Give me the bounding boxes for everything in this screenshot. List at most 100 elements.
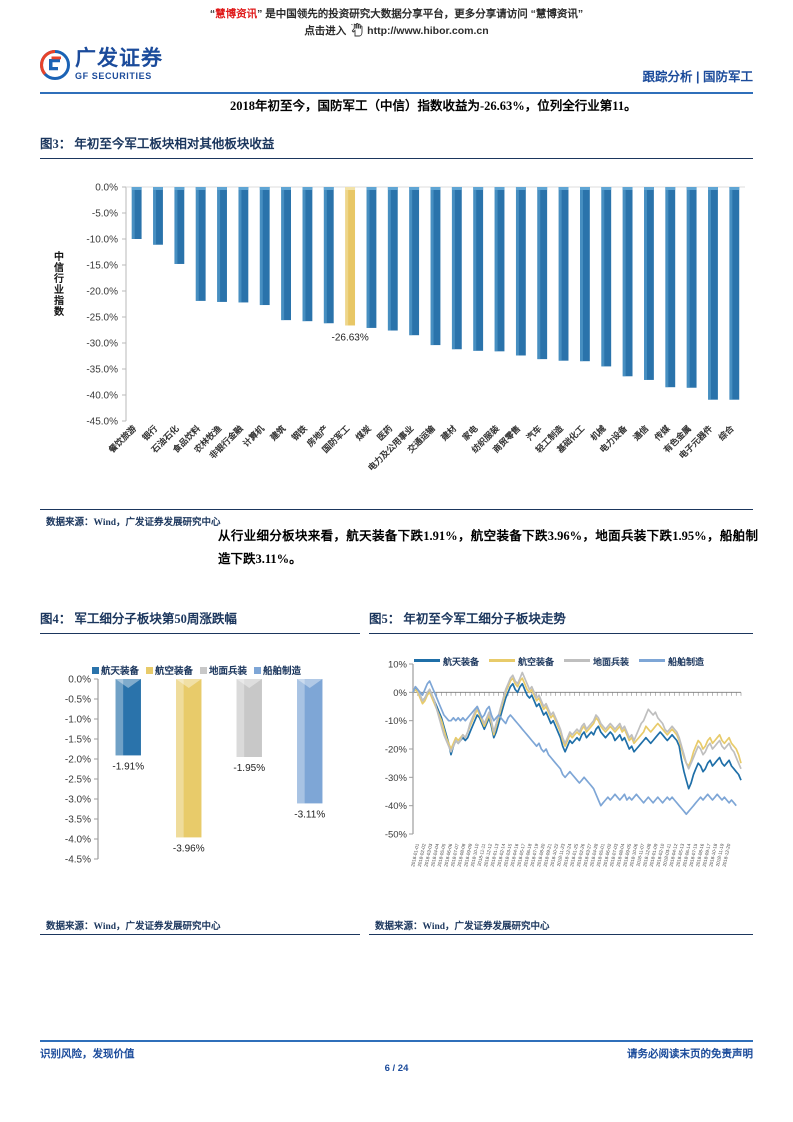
figure5-x-date-label: 2018-10-18 [708,843,718,867]
figure3-y-axis-title: 中信行业指数 [52,252,66,318]
figure5-legend-swatch [413,659,440,662]
figure4-y-tick: -4.0% [65,835,91,846]
figure5-x-date-label: 2018-07-07 [450,843,460,867]
figure5-x-date-label: 2018-04-28 [589,843,599,867]
figure5-line-chart: 10%0%-10%-20%-30%-40%-50%2018-01-012018-… [385,660,742,867]
figure4-data-label: -3.11% [294,809,325,820]
figure5-legend-label: 航空装备 [517,657,554,667]
figure3-y-axis-title-text: 中信行业指数 [54,252,64,318]
figure4-legend-item: 地面兵装 [200,667,247,677]
figure5-series-line [412,677,742,767]
figure5-x-date-label: 2018-09-09 [463,843,473,867]
figure3-bar [494,187,505,352]
figure5-legend-item: 航天装备 [413,657,479,667]
figure4-legend-item: 航空装备 [145,667,193,677]
figure5-legend-label: 地面兵装 [593,657,630,667]
figure4-data-label: -1.91% [112,761,144,772]
figure5-x-date-label: 2018-09-21 [543,843,553,867]
watermark-brand: 慧博资讯 [215,8,258,20]
figure3-bar [622,187,633,377]
header-divider [40,92,753,94]
figure3-y-tick: -30.0% [86,339,118,350]
figure3-bar [473,187,484,351]
figure3-x-label: 计算机 [240,422,266,448]
figure4-frame: 0.0% -0.5% -1.0% -1.5% -2.0% -2.5% -3.0% -3.5% -… [40,633,360,935]
figure5-x-date-label: 2018-06-06 [443,843,453,867]
figure3-x-label: 通信 [630,422,650,442]
figure5-legend-label: 船舶制造 [668,657,705,667]
gf-logo-cn: 广发证券 [75,47,163,70]
figure3-bar [515,187,526,356]
figure5-x-date-label: 2018-02-26 [576,843,586,867]
figure5-y-tick: -30% [385,773,408,784]
figure3-bar [345,187,356,326]
figure4-source: 数据来源：Wind，广发证券发展研究中心 [46,922,221,932]
figure5-legend-item: 船舶制造 [639,657,704,667]
figure5-x-date-label: 2018-12-08 [642,843,652,867]
figure4-y-tick: -3.0% [65,795,91,806]
figure5-x-date-label: 2018-06-18 [523,843,533,867]
figure5-x-date-label: 2018-08-04 [616,843,626,867]
watermark-quote-open: “ [209,8,216,20]
figure3-bar [323,187,334,324]
header-section-title: 跟踪分析 | 国防军工 [642,70,753,84]
figure5-frame: 10% 0% -10% -20% -30% -40% -50% 2018-01-01 2018-… [369,633,753,935]
figure4-legend-swatch [200,667,207,674]
figure3-bar [174,187,185,264]
figure5-legend-label: 航天装备 [442,657,479,667]
figure5-legend-item: 地面兵装 [564,657,629,667]
figure3-y-tick: -20.0% [86,287,118,298]
figure5-x-date-label: 2018-01-13 [490,843,500,867]
figure4-legend-swatch [254,667,262,674]
figure5-x-date-label: 2018-11-19 [715,843,725,867]
figure3-bar [217,187,227,302]
watermark-text: ” 是中国领先的投资研究大数据分享平台，更多分享请访问 “慧博资讯” [257,8,584,20]
figure4-legend-label: 船舶制造 [263,667,302,677]
subsector-paragraph: 从行业细分板块来看，航天装备下跌1.91%，航空装备下跌3.96%，地面兵装下跌… [218,529,758,566]
watermark-enter-label: 点击进入 [304,25,347,37]
figure4-bar-chart: 0.0% -0.5% -1.0% -1.5% -2.0% -2.5% -3.0% -3.5% -… [65,675,325,866]
figure4-legend-swatch [91,667,99,674]
figure5-legend-item: 航空装备 [488,657,554,667]
figure3-y-tick: -25.0% [86,313,118,324]
footer-divider [40,1040,753,1042]
figure5-series-line [412,680,737,816]
figure3-x-label: 建材 [438,422,459,443]
gf-logo-text: 广发证券 GF SECURITIES [75,48,163,81]
page-number: 6 / 24 [384,1063,409,1074]
figure5-x-date-label: 2018-03-27 [582,843,592,867]
figure3-bar [259,187,270,306]
figure3-bar [302,187,313,322]
figure5-x-date-label: 2018-10-10 [470,843,480,867]
figure5-y-tick: -40% [385,801,408,812]
figure5-x-date-label: 2018-06-02 [602,843,612,867]
figure3-y-tick: -15.0% [86,261,118,272]
figure5-x-date-label: 2018-07-15 [688,843,698,867]
figure5-x-date-label: 2018-03-11 [662,843,672,867]
watermark-url[interactable]: http://www.hibor.com.cn [367,25,489,37]
figure5-x-date-label: 2018-03-15 [503,843,513,867]
figure3-bar [729,187,740,400]
figure5-x-date-label: 2018-08-20 [536,843,546,867]
figure3-bar [153,187,163,245]
watermark-line-2: 点击进入 http://www.hibor.com.cn [0,23,793,40]
figure3-y-tick: -45.0% [86,417,118,428]
figure3-bar [238,187,249,303]
figure5-x-date-label: 2018-08-08 [457,843,467,867]
figure5-y-tick: 0% [393,688,407,699]
figure5-x-date-label: 2018-01-25 [569,843,579,867]
figure3-y-tick: -5.0% [92,209,118,220]
figure4-legend-label: 地面兵装 [209,667,248,677]
figure5-legend-swatch [639,659,666,662]
figure5-title: 图5： 年初至今军工细分子板块走势 [369,612,566,626]
figure5-series-line [412,682,742,790]
figure3-bar [430,187,441,346]
figure5-x-date-label: 2018-02-02 [417,843,427,867]
figure3-x-label: 综合 [716,422,736,442]
intro-paragraph: 2018年初至今，国防军工（中信）指数收益为-26.63%，位列全行业第11。 [230,99,637,113]
figure3-bar [558,187,569,361]
figure4-y-tick: -4.5% [65,855,91,866]
pointing-hand-icon [350,23,363,37]
figure5-legend-swatch [564,659,590,662]
figure5-source: 数据来源：Wind，广发证券发展研究中心 [375,922,550,932]
